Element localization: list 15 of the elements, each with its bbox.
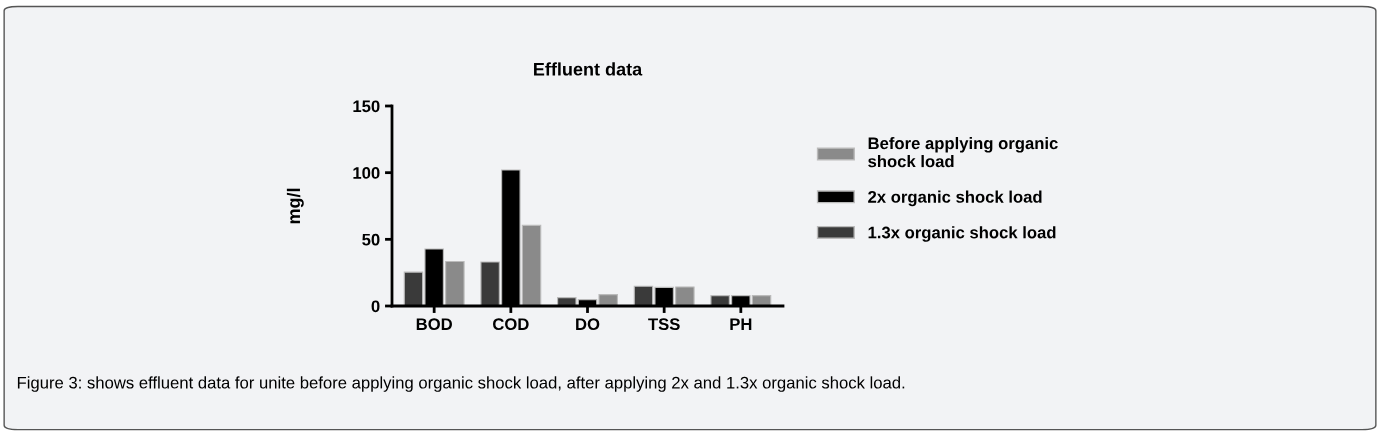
x-tick-label: COD — [493, 318, 529, 331]
y-tick-label: 0 — [371, 300, 380, 313]
x-tick-label: DO — [576, 318, 600, 331]
x-tick-label: BOD — [416, 318, 452, 331]
chart-title: Effluent data — [534, 62, 643, 76]
y-tick-label: 150 — [353, 100, 380, 113]
legend-label: 2x organic shock load — [868, 190, 1042, 207]
legend-label: 1.3x organic shock load — [868, 226, 1056, 242]
caption: Figure 3: shows effluent data for unite before applying organic shock load, after applying 2x and 1.3x organic shock load. — [17, 376, 905, 392]
x-tick-label: PH — [730, 318, 752, 330]
x-tick-label: TSS — [648, 318, 680, 331]
y-tick-label: 50 — [362, 233, 380, 246]
legend-label: Before applying organic shock load — [868, 137, 1058, 168]
y-tick-label: 100 — [353, 167, 380, 179]
y-axis-title: mg/l — [286, 188, 304, 224]
